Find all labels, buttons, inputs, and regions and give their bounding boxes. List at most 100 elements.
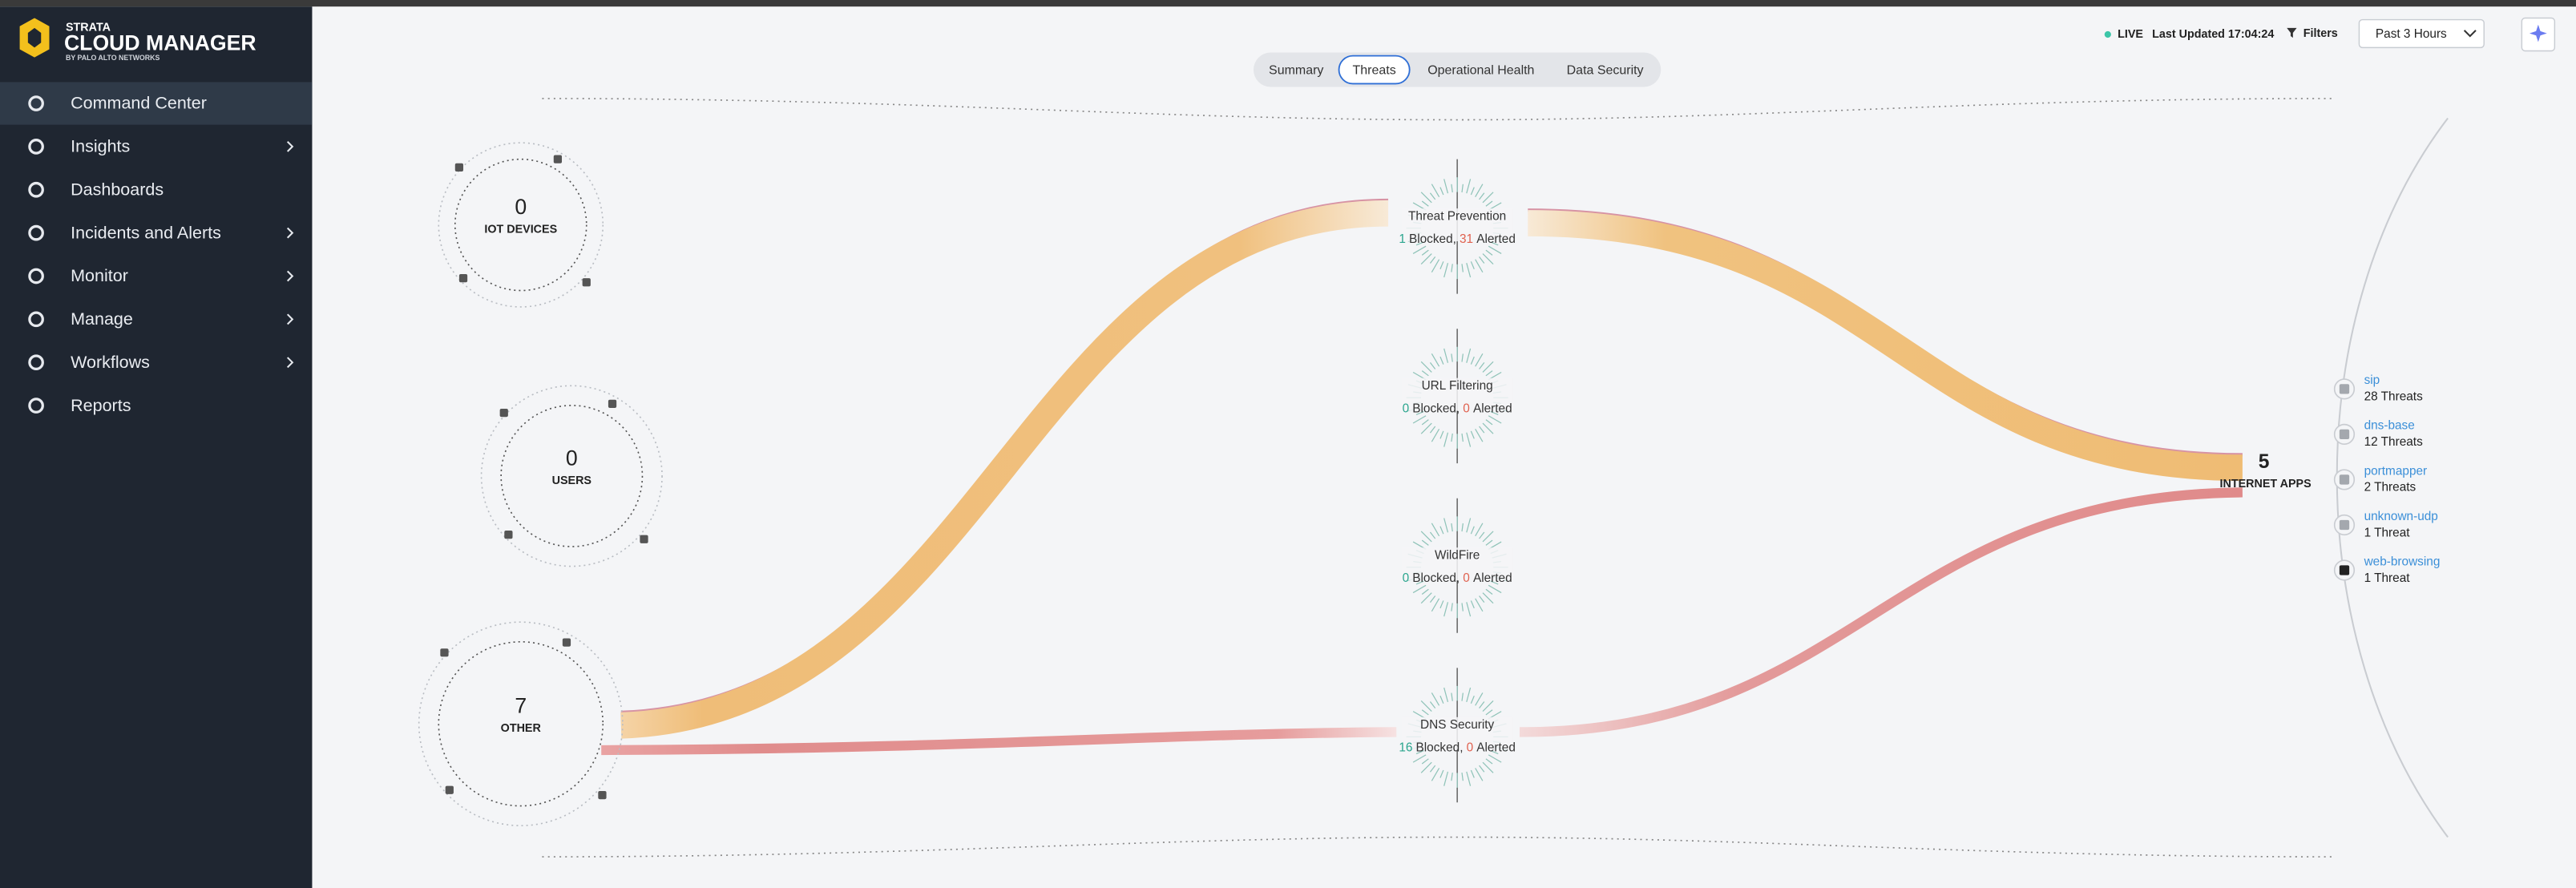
service-burst [1461, 353, 1464, 362]
tab[interactable]: Data Security [1567, 63, 1644, 77]
top-horizon [542, 98, 2333, 121]
service-burst [1461, 184, 1464, 193]
service-burst [1431, 692, 1440, 706]
source-inner-ring [500, 405, 644, 547]
service-burst [1485, 370, 1493, 377]
blocked-count: 0 [1403, 402, 1410, 416]
source-outer-ring [418, 621, 624, 826]
service-burst [1482, 761, 1494, 773]
destination-label: INTERNET APPS [2220, 478, 2312, 490]
service-burst [1439, 356, 1444, 365]
tab[interactable]: Threats [1353, 63, 1396, 77]
service-burst [1461, 603, 1464, 612]
service-burst [1420, 700, 1432, 712]
logo: STRATA CLOUD MANAGER BY PALO ALTO NETWOR… [19, 18, 256, 62]
nav-item[interactable]: Manage [71, 309, 133, 329]
service-burst [1466, 771, 1472, 786]
last-updated: Last Updated 17:04:24 [2152, 28, 2274, 41]
bottom-horizon [542, 836, 2333, 858]
app-icon [2339, 384, 2350, 394]
app-icon [2339, 519, 2350, 531]
service-burst [1479, 362, 1485, 369]
service-burst [1443, 179, 1449, 194]
service-burst [1479, 531, 1485, 539]
dropdown-chevron [2463, 30, 2477, 38]
service-burst [1431, 523, 1440, 537]
service-burst [1415, 750, 1424, 755]
service-burst [1488, 584, 1502, 594]
nav-item[interactable]: Incidents and Alerts [71, 223, 221, 242]
service-burst [1485, 249, 1493, 256]
source-icon [598, 790, 607, 800]
alerted-count: 0 [1467, 741, 1474, 755]
nav-item[interactable]: Dashboards [71, 180, 164, 199]
service-burst [1466, 602, 1472, 617]
service-burst [1429, 531, 1436, 539]
filters-button[interactable]: Filters [2303, 27, 2338, 40]
service-burst [1482, 531, 1494, 543]
service-burst [1490, 241, 1499, 246]
app-threats: 12 Threats [2364, 435, 2423, 449]
tab[interactable]: Summary [1269, 63, 1323, 77]
nav-icon [28, 268, 44, 285]
service-burst [1470, 526, 1475, 535]
nav-item[interactable]: Insights [71, 137, 130, 156]
service-burst [1429, 192, 1436, 200]
app-name[interactable]: portmapper [2364, 464, 2428, 478]
service-burst [1420, 422, 1432, 434]
tabs: Summary Threats Operational Health Data Sec… [1269, 54, 1644, 85]
time-range[interactable]: Past 3 Hours [2376, 27, 2447, 41]
service-burst [1415, 241, 1424, 246]
nav-item[interactable]: Workflows [71, 353, 150, 372]
source-outer-ring [480, 385, 663, 567]
nav-item[interactable]: Command Center [71, 94, 207, 113]
source-label: IOT DEVICES [484, 224, 557, 236]
nav-icon [28, 139, 44, 155]
service-burst [1439, 769, 1444, 778]
tab-selected-bg [1338, 54, 1411, 85]
nav-chevron [286, 313, 294, 325]
source-icon [445, 785, 454, 794]
service-burst [1439, 187, 1444, 196]
blocked-label: Blocked, [1409, 232, 1456, 246]
time-range-dropdown[interactable] [2358, 18, 2485, 49]
service-label-bg [1401, 377, 1513, 411]
blocked-label: Blocked, [1412, 402, 1460, 416]
service-burst [1479, 426, 1485, 434]
service-burst [1470, 261, 1475, 270]
app-name[interactable]: web-browsing [2364, 555, 2441, 568]
blocked-count: 1 [1399, 232, 1406, 246]
top-strip [0, 0, 2576, 7]
tab[interactable]: Operational Health [1427, 63, 1534, 77]
nav-item[interactable]: Monitor [71, 266, 128, 285]
app-icon [2339, 565, 2350, 575]
source-icon [440, 648, 449, 657]
service-burst [1439, 696, 1444, 704]
service-burst [1431, 353, 1440, 367]
service-burst [1490, 580, 1499, 585]
app-name[interactable]: dns-base [2364, 419, 2415, 433]
service-burst [1470, 769, 1475, 778]
service-name: URL Filtering [1422, 379, 1493, 393]
service-burst [1443, 771, 1449, 786]
app-name[interactable]: sip [2364, 373, 2380, 387]
flows [601, 198, 2243, 756]
service-burst [1431, 428, 1440, 442]
service-burst [1421, 200, 1429, 207]
brand-sub: BY PALO ALTO NETWORKS [66, 54, 159, 62]
nav-chevron [286, 141, 294, 152]
destination: 5 INTERNET APPS sip 28 Threats dns-base 12 … [2220, 373, 2441, 585]
service-burst [1421, 370, 1429, 377]
service-burst [1479, 595, 1485, 603]
service-burst [1443, 263, 1449, 278]
service-burst [1420, 531, 1432, 543]
service-burst [1485, 588, 1493, 595]
app-name[interactable]: unknown-udp [2364, 510, 2438, 523]
service-burst [1479, 256, 1485, 264]
filter-icon[interactable] [2287, 27, 2297, 38]
service-burst [1443, 687, 1449, 703]
live-dot [2104, 30, 2111, 38]
nav-item[interactable]: Reports [71, 396, 131, 415]
